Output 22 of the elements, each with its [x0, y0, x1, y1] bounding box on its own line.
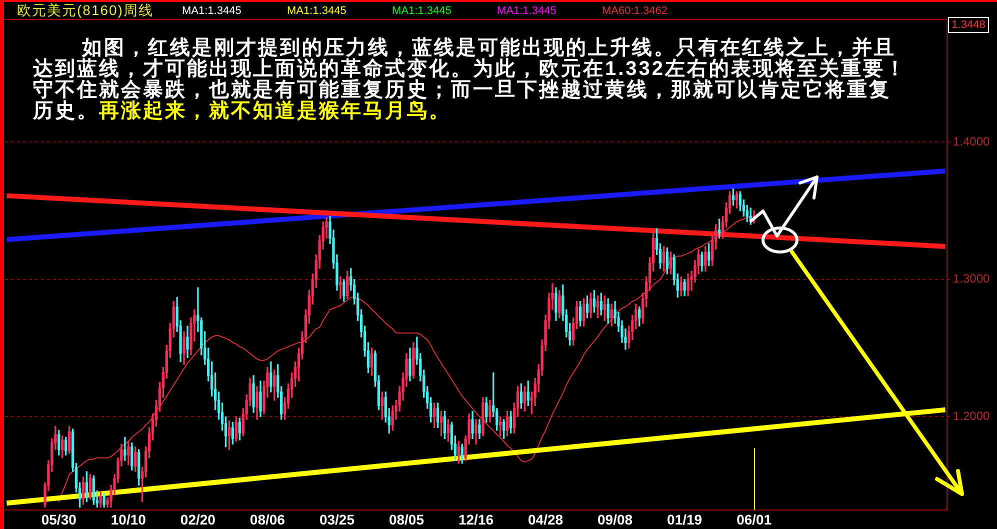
x-tick-label: 06/01	[736, 511, 772, 528]
text: MA1:1.3445	[392, 4, 452, 18]
y-tick-label: 1.4000	[953, 134, 990, 148]
text: 1.3448	[948, 17, 989, 33]
chart-title: 欧元美元(8160)周线	[17, 2, 154, 19]
text: MA1:1.3445	[497, 4, 556, 18]
x-tick-label: 12/16	[458, 511, 494, 528]
x-tick-label: 09/08	[598, 511, 633, 528]
y-tick-label: 1.2000	[953, 408, 990, 423]
x-tick-label: 04/28	[528, 511, 564, 528]
text: MA60:1.3462	[602, 4, 668, 18]
text: MA1:1.3445	[287, 4, 346, 18]
annotation: 再涨起来，就不知道是猴年马月鸟。	[99, 100, 451, 122]
x-tick-label: 01/19	[667, 511, 702, 528]
y-tick-label: 1.3000	[953, 272, 990, 286]
x-tick-label: 08/05	[388, 511, 424, 528]
x-tick-label: 10/10	[110, 511, 146, 528]
text: MA1:1.3445	[182, 4, 242, 18]
x-tick-label: 08/06	[250, 511, 286, 528]
x-tick-label: 05/30	[41, 511, 77, 528]
x-tick-label: 03/25	[319, 511, 355, 528]
x-tick-label: 02/20	[180, 511, 216, 528]
